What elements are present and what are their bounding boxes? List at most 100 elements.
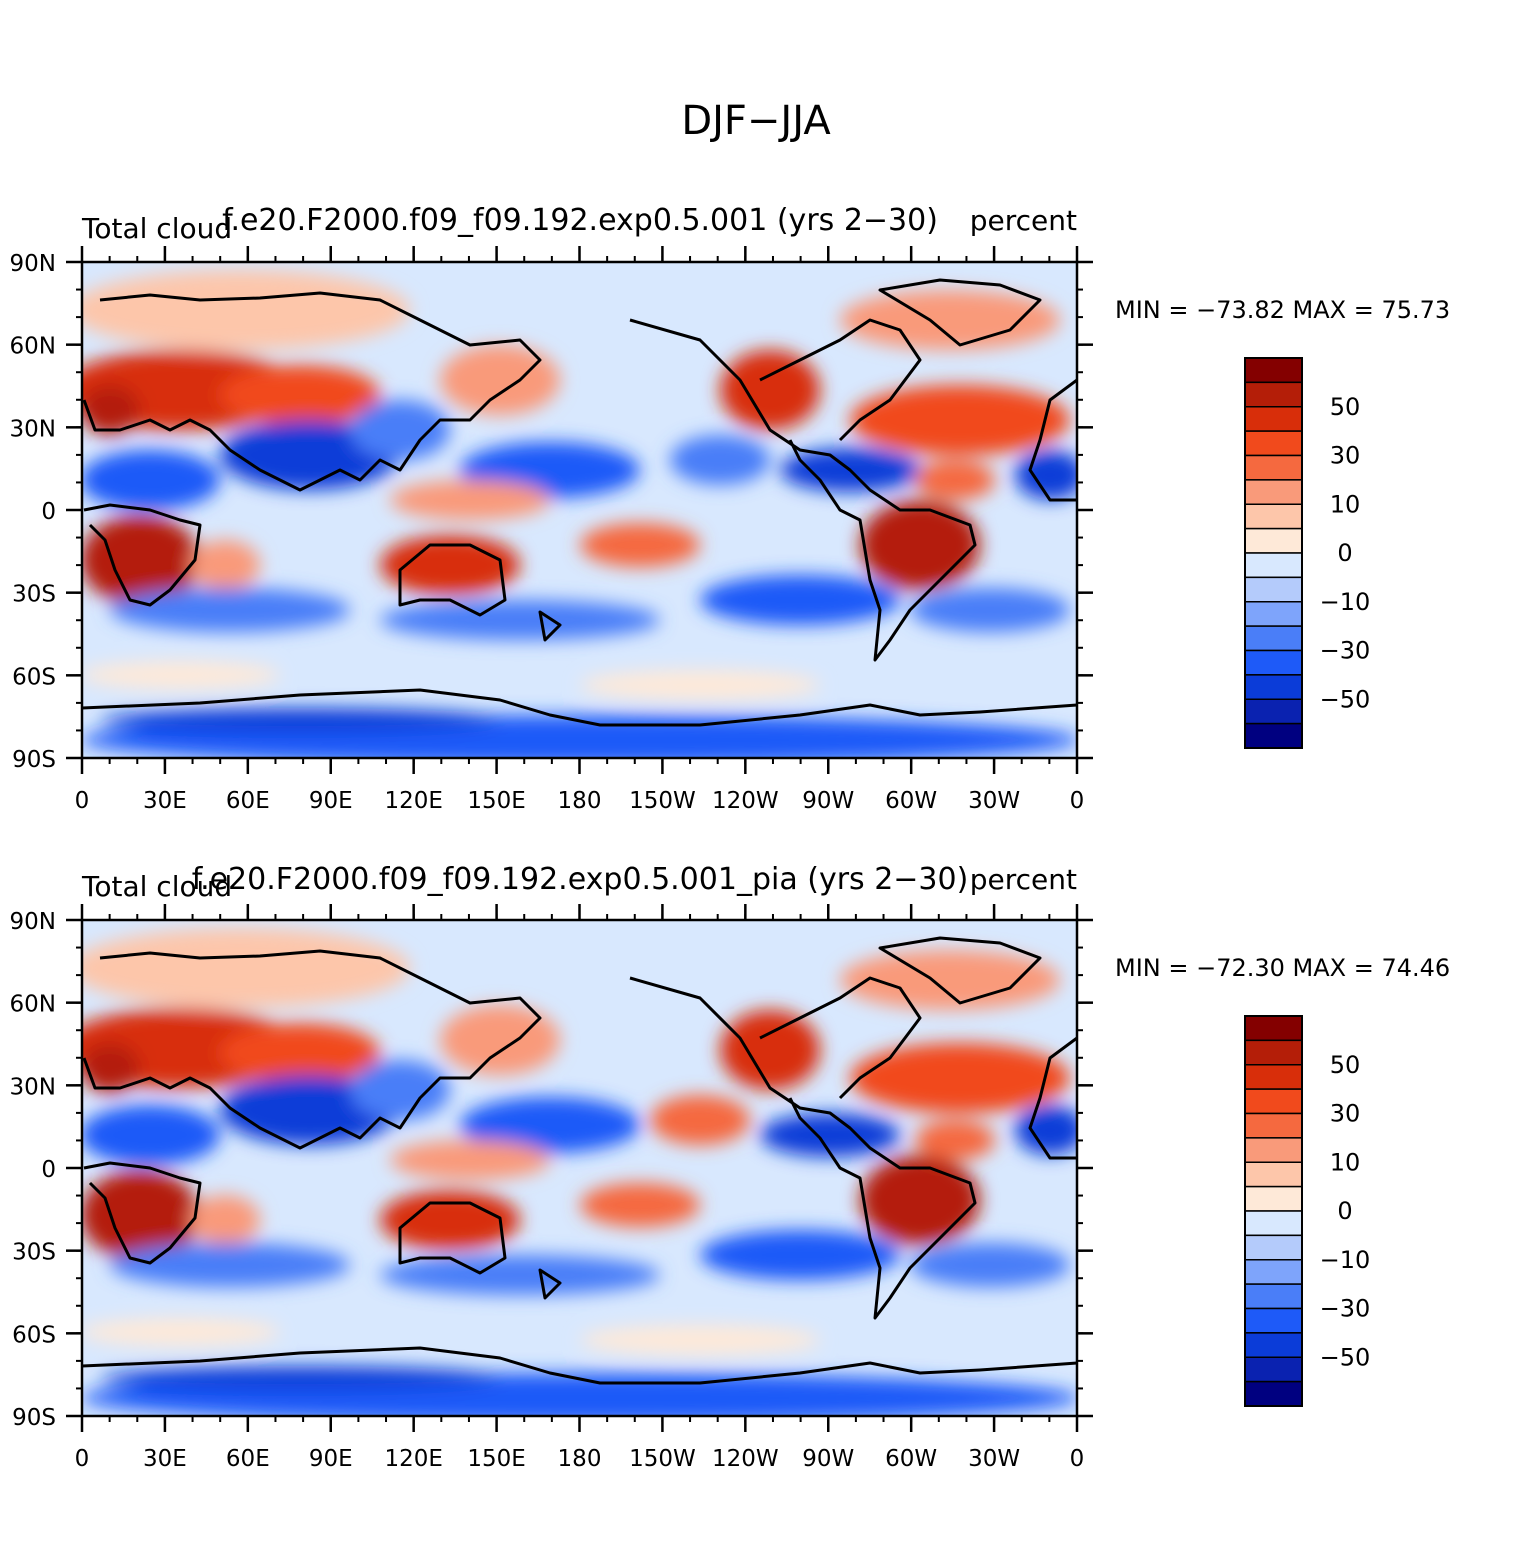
colorbar-swatch xyxy=(1244,1185,1303,1212)
lat-tick-label: 30N xyxy=(10,1074,56,1100)
lon-tick-label: 90E xyxy=(309,788,353,814)
lon-tick-label: 90W xyxy=(802,788,854,814)
colorbar-swatch xyxy=(1244,1356,1303,1383)
colorbar-swatch xyxy=(1244,1039,1303,1066)
colorbar-swatch xyxy=(1244,1015,1303,1042)
lon-tick-label: 180 xyxy=(558,788,602,814)
lon-tick-label: 120E xyxy=(384,1446,442,1472)
lat-tick-label: 30N xyxy=(10,416,56,442)
colorbar-swatch xyxy=(1244,1210,1303,1237)
case-title: f.e20.F2000.f09_f09.192.exp0.5.001 (yrs … xyxy=(222,203,938,238)
colorbar-swatch xyxy=(1244,527,1303,554)
colorbar-swatch xyxy=(1244,576,1303,603)
lon-tick-label: 30E xyxy=(143,788,187,814)
units-label: percent xyxy=(970,863,1077,896)
colorbar-label: −30 xyxy=(1320,1295,1371,1323)
colorbar-label: 50 xyxy=(1330,393,1361,421)
colorbar-swatch xyxy=(1244,674,1303,700)
colorbar-frame xyxy=(1244,357,1303,749)
colorbar-swatch xyxy=(1244,1088,1303,1115)
lat-tick-label: 60N xyxy=(10,334,56,360)
lon-tick-label: 0 xyxy=(75,1446,90,1472)
lon-tick-label: 30W xyxy=(968,1446,1020,1472)
lat-tick-label: 90N xyxy=(10,909,56,935)
lon-tick-label: 0 xyxy=(1070,1446,1085,1472)
lon-tick-label: 150W xyxy=(629,1446,696,1472)
lat-tick-label: 60S xyxy=(12,664,56,690)
lat-tick-label: 30S xyxy=(12,582,56,608)
lat-tick-label: 90N xyxy=(10,251,56,277)
colorbar-swatch xyxy=(1244,1307,1303,1334)
lat-tick-label: 0 xyxy=(41,499,56,525)
colorbar-swatch xyxy=(1244,406,1303,432)
lon-tick-label: 120W xyxy=(712,788,779,814)
lat-tick-label: 30S xyxy=(12,1240,56,1266)
lon-tick-label: 180 xyxy=(558,1446,602,1472)
lat-tick-label: 0 xyxy=(41,1157,56,1183)
colorbar-swatch xyxy=(1244,381,1303,408)
panel-top: f.e20.F2000.f09_f09.192.exp0.5.001 (yrs … xyxy=(10,203,1451,814)
colorbar-swatch xyxy=(1244,722,1303,749)
colorbar-label: 0 xyxy=(1337,539,1352,567)
lat-tick-label: 90S xyxy=(12,747,56,773)
lat-tick-label: 90S xyxy=(12,1405,56,1431)
variable-label: Total cloud xyxy=(81,212,232,245)
lat-tick-label: 60N xyxy=(10,992,56,1018)
colorbar-swatch xyxy=(1244,601,1303,627)
map-field xyxy=(82,920,1077,1416)
lon-tick-label: 0 xyxy=(75,788,90,814)
lon-tick-label: 60W xyxy=(885,1446,937,1472)
lon-tick-label: 30E xyxy=(143,1446,187,1472)
lat-axis: 90N 60N 30N 0 30S 60S 90S xyxy=(10,251,1093,773)
lon-tick-label: 150E xyxy=(467,788,525,814)
units-label: percent xyxy=(970,204,1077,237)
map-field xyxy=(82,262,1077,758)
lon-tick-label: 150E xyxy=(467,1446,525,1472)
colorbar-label: 30 xyxy=(1330,1100,1361,1128)
colorbar-label: −30 xyxy=(1320,637,1371,665)
panel-bottom: f.e20.F2000.f09_f09.192.exp0.5.001_pia (… xyxy=(10,862,1451,1472)
colorbar-label: 30 xyxy=(1330,442,1361,470)
colorbar-swatch xyxy=(1244,625,1303,652)
colorbar-label: −50 xyxy=(1320,685,1371,713)
colorbar-swatch xyxy=(1244,430,1303,457)
colorbar-label: −10 xyxy=(1320,1246,1371,1274)
case-title: f.e20.F2000.f09_f09.192.exp0.5.001_pia (… xyxy=(192,862,969,897)
variable-label: Total cloud xyxy=(81,870,232,903)
colorbar-swatch xyxy=(1244,1064,1303,1090)
lon-tick-label: 150W xyxy=(629,788,696,814)
colorbar-label: 0 xyxy=(1337,1197,1352,1225)
colorbar-swatch xyxy=(1244,1380,1303,1407)
lon-tick-label: 60W xyxy=(885,788,937,814)
lon-axis: 0 30E 60E 90E 120E 150E 180 150W 120W 90W 60W 30W 0 xyxy=(75,904,1085,1472)
colorbar-swatch xyxy=(1244,357,1303,384)
page-title: DJF−JJA xyxy=(681,98,831,144)
min-max-text: MIN = −72.30 MAX = 74.46 xyxy=(1115,954,1450,982)
lon-tick-label: 30W xyxy=(968,788,1020,814)
colorbar: 50 30 10 0 −10 −30 −50 xyxy=(1244,1015,1371,1407)
colorbar-swatch xyxy=(1244,698,1303,725)
lat-axis: 90N 60N 30N 0 30S 60S 90S xyxy=(10,909,1093,1431)
colorbar-swatch xyxy=(1244,1161,1303,1188)
lat-tick-label: 60S xyxy=(12,1322,56,1348)
colorbar-label: −10 xyxy=(1320,588,1371,616)
lon-tick-label: 0 xyxy=(1070,788,1085,814)
colorbar-label: 10 xyxy=(1330,490,1361,518)
colorbar-swatch xyxy=(1244,1137,1303,1163)
colorbar-frame xyxy=(1244,1015,1303,1407)
colorbar: 50 30 10 0 −10 −30 −50 xyxy=(1244,357,1371,749)
colorbar-swatch xyxy=(1244,479,1303,505)
colorbar-swatch xyxy=(1244,1112,1303,1139)
colorbar-swatch xyxy=(1244,1332,1303,1358)
colorbar-swatch xyxy=(1244,552,1303,579)
colorbar-swatch xyxy=(1244,1259,1303,1285)
colorbar-swatch xyxy=(1244,649,1303,676)
colorbar-label: 50 xyxy=(1330,1051,1361,1079)
lon-tick-label: 120W xyxy=(712,1446,779,1472)
colorbar-swatch xyxy=(1244,1234,1303,1261)
colorbar-swatch xyxy=(1244,1283,1303,1310)
lon-tick-label: 60E xyxy=(226,788,270,814)
lon-tick-label: 120E xyxy=(384,788,442,814)
